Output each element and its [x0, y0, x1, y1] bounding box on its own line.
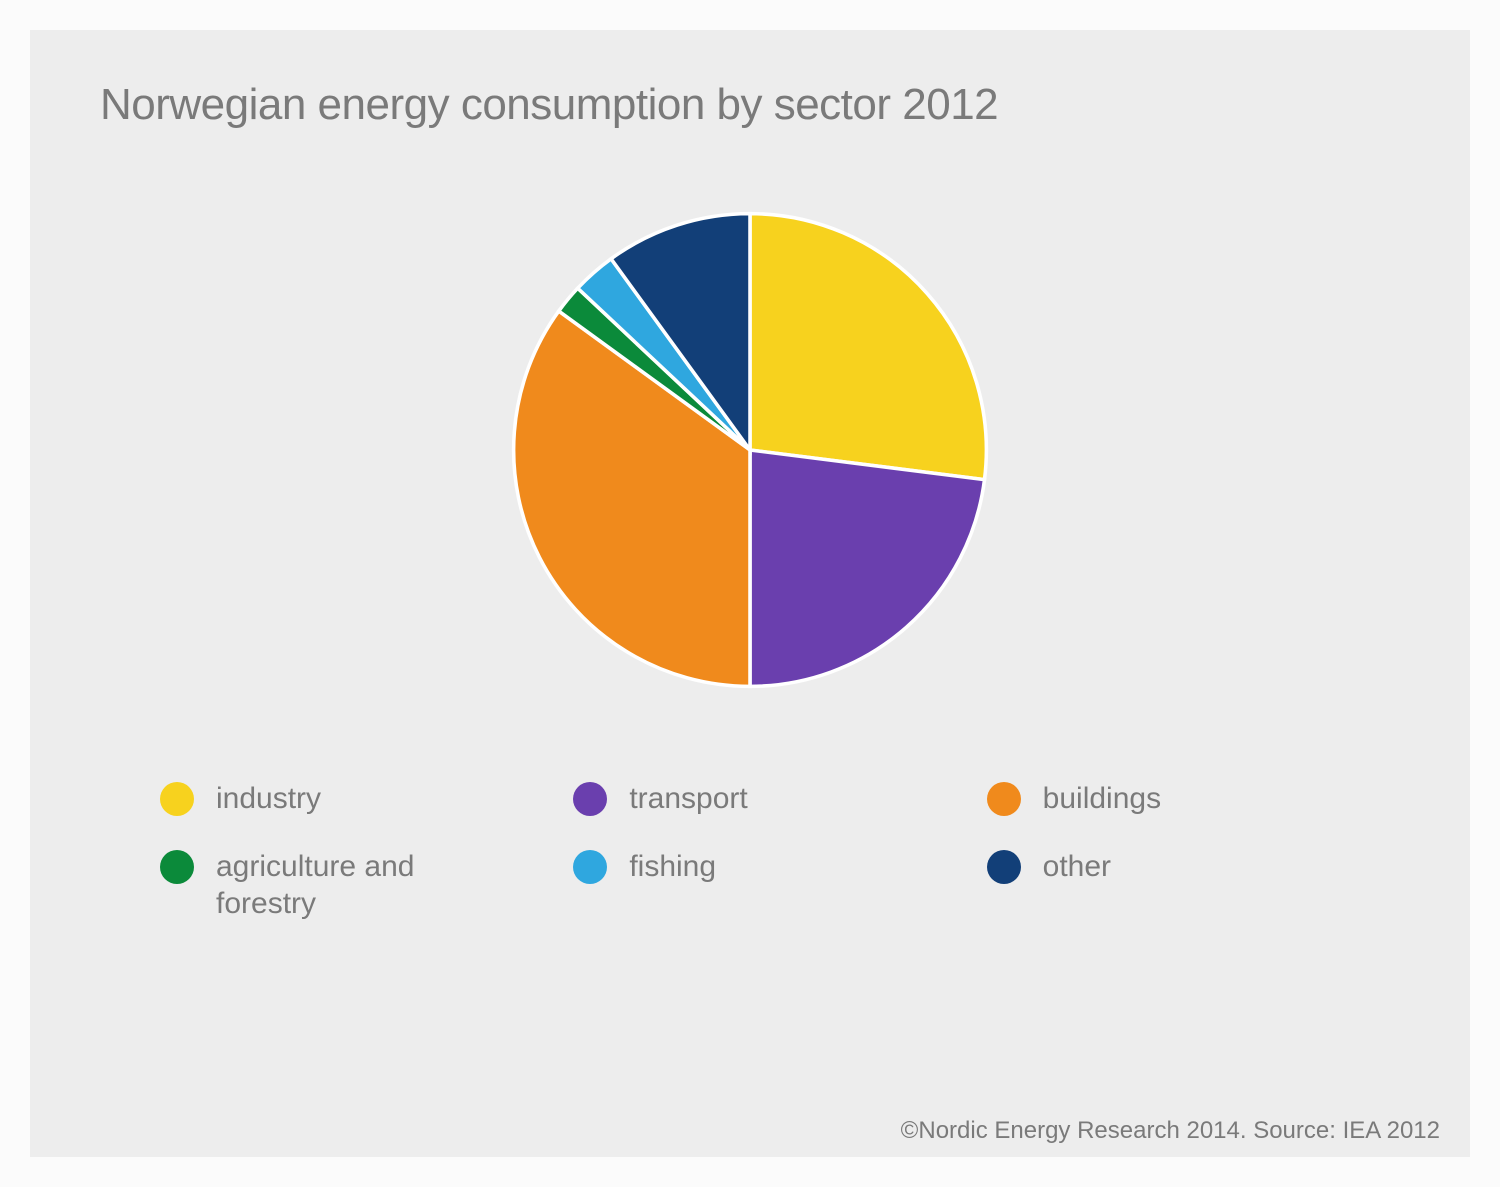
legend-swatch [573, 782, 607, 816]
pie-slice [750, 214, 986, 480]
legend-label: buildings [1043, 780, 1161, 818]
pie-slice [750, 450, 984, 686]
legend-item: transport [573, 780, 926, 818]
legend-item: agriculture and forestry [160, 848, 513, 923]
legend-label: industry [216, 780, 321, 818]
chart-title: Norwegian energy consumption by sector 2… [100, 80, 1400, 130]
legend-swatch [160, 782, 194, 816]
legend-label: fishing [629, 848, 716, 886]
legend-label: other [1043, 848, 1111, 886]
legend-swatch [573, 850, 607, 884]
page-canvas: Norwegian energy consumption by sector 2… [0, 0, 1500, 1187]
legend-item: fishing [573, 848, 926, 923]
legend: industry transport buildings agriculture an… [100, 780, 1400, 923]
legend-swatch [160, 850, 194, 884]
legend-label: transport [629, 780, 747, 818]
attribution-text: ©Nordic Energy Research 2014. Source: IE… [901, 1117, 1440, 1145]
legend-item: buildings [987, 780, 1340, 818]
pie-chart [490, 190, 1010, 710]
legend-label: agriculture and forestry [216, 848, 513, 923]
pie-chart-wrap [100, 190, 1400, 710]
legend-item: other [987, 848, 1340, 923]
legend-swatch [987, 850, 1021, 884]
legend-item: industry [160, 780, 513, 818]
chart-card: Norwegian energy consumption by sector 2… [30, 30, 1470, 1157]
legend-swatch [987, 782, 1021, 816]
